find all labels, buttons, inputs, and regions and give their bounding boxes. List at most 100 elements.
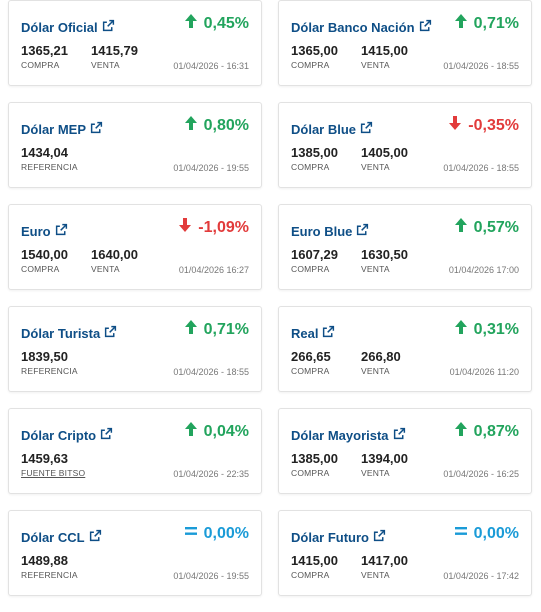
quote-number: 1415,00	[361, 43, 408, 58]
quote-card: Dólar Blue -0,35% 1385,00 COMPRA 1405,00 VENT…	[278, 102, 532, 188]
timestamp: 01/04/2026 - 17:42	[443, 571, 519, 581]
quote-title[interactable]: Dólar Turista	[21, 325, 101, 341]
quote-title[interactable]: Euro Blue	[291, 223, 353, 239]
external-link-icon[interactable]	[393, 427, 406, 443]
arrow-up-icon	[454, 421, 468, 442]
quote-values: 1415,00 COMPRA 1417,00 VENTA	[291, 553, 431, 580]
quote-title-link[interactable]: Dólar Futuro	[291, 529, 386, 545]
quote-title-link[interactable]: Dólar Oficial	[21, 19, 115, 35]
quote-title[interactable]: Dólar CCL	[21, 529, 85, 545]
quote-value: 1489,88 REFERENCIA	[21, 553, 91, 580]
quote-number: 1640,00	[91, 247, 138, 262]
timestamp: 01/04/2026 - 18:55	[443, 61, 519, 71]
quote-label: VENTA	[91, 264, 120, 274]
quote-value: 1365,21 COMPRA	[21, 43, 91, 70]
arrow-up-icon	[184, 421, 198, 442]
quote-values: 1459,63 FUENTE BITSO	[21, 451, 91, 478]
external-link-icon[interactable]	[55, 223, 68, 239]
quote-values: 1385,00 COMPRA 1394,00 VENTA	[291, 451, 431, 478]
arrow-up-icon	[184, 13, 198, 34]
quote-title[interactable]: Dólar Cripto	[21, 427, 97, 443]
change-indicator: 0,71%	[184, 319, 249, 340]
quote-value: 1607,29 COMPRA	[291, 247, 361, 274]
quote-title-link[interactable]: Dólar Mayorista	[291, 427, 406, 443]
change-indicator: 0,71%	[454, 13, 519, 34]
external-link-icon[interactable]	[373, 529, 386, 545]
quote-title[interactable]: Euro	[21, 223, 51, 239]
quote-title-link[interactable]: Euro Blue	[291, 223, 369, 239]
quote-number: 1607,29	[291, 247, 338, 262]
quote-title[interactable]: Dólar Blue	[291, 121, 357, 137]
quote-value: 266,65 COMPRA	[291, 349, 361, 376]
quote-title[interactable]: Dólar Oficial	[21, 19, 98, 35]
quote-title-link[interactable]: Euro	[21, 223, 68, 239]
quote-value: 1394,00 VENTA	[361, 451, 431, 478]
arrow-up-icon	[184, 319, 198, 340]
change-percent: -1,09%	[198, 218, 249, 236]
quote-value: 266,80 VENTA	[361, 349, 431, 376]
change-percent: 0,00%	[203, 524, 249, 542]
quotes-grid: Dólar Oficial 0,45% 1365,21 COMPRA 1415,79 VE…	[8, 0, 532, 596]
external-link-icon[interactable]	[419, 19, 432, 35]
quote-number: 1385,00	[291, 145, 338, 160]
quote-number: 1405,00	[361, 145, 408, 160]
quote-card: Euro Blue 0,57% 1607,29 COMPRA 1630,50 VENTA 0…	[278, 204, 532, 290]
quote-card: Dólar MEP 0,80% 1434,04 REFERENCIA 01/04/202…	[8, 102, 262, 188]
external-link-icon[interactable]	[102, 19, 115, 35]
external-link-icon[interactable]	[356, 223, 369, 239]
quote-label: COMPRA	[291, 264, 330, 274]
quote-values: 1839,50 REFERENCIA	[21, 349, 91, 376]
external-link-icon[interactable]	[322, 325, 335, 341]
quote-value: 1415,79 VENTA	[91, 43, 161, 70]
arrow-up-icon	[454, 13, 468, 34]
quote-card: Real 0,31% 266,65 COMPRA 266,80 VENTA 01/04/20…	[278, 306, 532, 392]
change-percent: 0,57%	[473, 218, 519, 236]
quote-card: Dólar Mayorista 0,87% 1385,00 COMPRA 1394,00…	[278, 408, 532, 494]
timestamp: 01/04/2026 16:27	[178, 265, 249, 275]
quote-number: 266,65	[291, 349, 331, 364]
arrow-up-icon	[454, 217, 468, 238]
timestamp: 01/04/2026 - 16:31	[173, 61, 249, 71]
quote-number: 1365,21	[21, 43, 68, 58]
timestamp: 01/04/2026 - 18:55	[173, 367, 249, 377]
arrow-up-icon	[454, 319, 468, 340]
change-percent: 0,04%	[203, 422, 249, 440]
source-link[interactable]: FUENTE BITSO	[21, 468, 86, 478]
quote-value: 1630,50 VENTA	[361, 247, 431, 274]
external-link-icon[interactable]	[360, 121, 373, 137]
quote-title-link[interactable]: Dólar Turista	[21, 325, 117, 341]
quote-title-link[interactable]: Dólar Blue	[291, 121, 373, 137]
quote-value: 1405,00 VENTA	[361, 145, 431, 172]
external-link-icon[interactable]	[100, 427, 113, 443]
quote-values: 1540,00 COMPRA 1640,00 VENTA	[21, 247, 161, 274]
timestamp: 01/04/2026 - 18:55	[443, 163, 519, 173]
quote-title[interactable]: Dólar Banco Nación	[291, 19, 415, 35]
quote-title-link[interactable]: Real	[291, 325, 335, 341]
quote-number: 1385,00	[291, 451, 338, 466]
quote-value: 1417,00 VENTA	[361, 553, 431, 580]
quote-title-link[interactable]: Dólar Cripto	[21, 427, 113, 443]
quote-title[interactable]: Real	[291, 325, 319, 341]
quote-label: REFERENCIA	[21, 570, 78, 580]
external-link-icon[interactable]	[90, 121, 103, 137]
quote-title-link[interactable]: Dólar Banco Nación	[291, 19, 432, 35]
quote-card: Dólar CCL 0,00% 1489,88 REFERENCIA 01/04/202…	[8, 510, 262, 596]
change-percent: 0,00%	[473, 524, 519, 542]
arrow-down-icon	[178, 217, 192, 238]
quote-number: 1394,00	[361, 451, 408, 466]
quote-value: 1459,63 FUENTE BITSO	[21, 451, 91, 478]
equals-icon	[184, 523, 198, 544]
quote-card: Dólar Futuro 0,00% 1415,00 COMPRA 1417,00 VEN…	[278, 510, 532, 596]
quote-title[interactable]: Dólar Mayorista	[291, 427, 389, 443]
quote-title-link[interactable]: Dólar MEP	[21, 121, 103, 137]
change-percent: 0,45%	[203, 14, 249, 32]
quote-title[interactable]: Dólar Futuro	[291, 529, 369, 545]
external-link-icon[interactable]	[104, 325, 117, 341]
quote-title[interactable]: Dólar MEP	[21, 121, 87, 137]
quote-label: COMPRA	[291, 162, 330, 172]
quote-title-link[interactable]: Dólar CCL	[21, 529, 102, 545]
change-indicator: 0,04%	[184, 421, 249, 442]
quote-card: Dólar Banco Nación 0,71% 1365,00 COMPRA 1415…	[278, 0, 532, 86]
quote-values: 1365,21 COMPRA 1415,79 VENTA	[21, 43, 161, 70]
external-link-icon[interactable]	[89, 529, 102, 545]
